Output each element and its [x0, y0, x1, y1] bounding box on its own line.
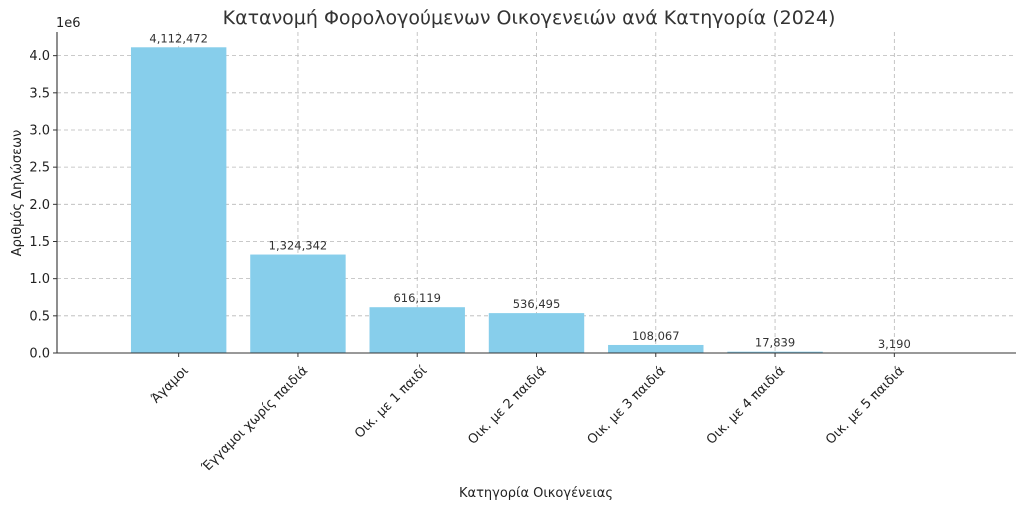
chart-title: Κατανομή Φορολογούμενων Οικογενειών ανά … [223, 7, 836, 29]
y-tick-label: 0.0 [29, 347, 50, 362]
bar [130, 47, 227, 354]
x-tick-label: Οικ. με 5 παιδιά [823, 363, 907, 447]
y-tick-label: 1.0 [29, 272, 50, 287]
bar [488, 313, 585, 353]
bar-value-label: 1,324,342 [269, 239, 328, 253]
x-tick-label: Οικ. με 1 παιδί [352, 363, 431, 442]
bar-value-label: 3,190 [878, 337, 911, 351]
x-axis-label: Κατηγορία Οικογένειας [459, 486, 613, 501]
x-tick-label: Οικ. με 4 παιδιά [704, 363, 788, 447]
bar [608, 344, 704, 353]
y-tick-label: 0.5 [29, 309, 50, 324]
y-tick-label: 3.0 [29, 123, 50, 138]
y-ticks-layer: 0.0 0.5 1.0 1.5 2.0 2.5 3.0 3.5 4.0 [29, 49, 57, 362]
y-tick-label: 2.0 [29, 198, 50, 213]
value-labels-layer: 4,112,472 1,324,342 616,119 536,495 108,067 1… [149, 31, 910, 350]
bar-value-label: 536,495 [513, 297, 561, 311]
y-axis-offset-label: 1e6 [56, 16, 81, 31]
x-tick-label: Άγαμοι [149, 363, 192, 406]
y-tick-label: 3.5 [29, 86, 50, 101]
bar [369, 307, 465, 353]
y-axis-label: Αριθμός Δηλώσεων [10, 130, 25, 257]
x-tick-label: Οικ. με 2 παιδιά [465, 363, 549, 447]
bars-layer [130, 47, 943, 354]
x-tick-label: Έγγαμοι χωρίς παιδιά [199, 363, 311, 475]
y-tick-label: 1.5 [29, 235, 50, 250]
bar [250, 254, 346, 353]
bar-value-label: 616,119 [393, 291, 441, 305]
y-tick-label: 4.0 [29, 49, 50, 64]
bar-value-label: 4,112,472 [149, 31, 208, 45]
bar-value-label: 17,839 [755, 336, 795, 350]
bar [727, 351, 823, 353]
x-ticks-layer: Άγαμοι Έγγαμοι χωρίς παιδιά Οικ. με 1 παιδ… [149, 353, 907, 476]
y-tick-label: 2.5 [29, 161, 50, 176]
x-tick-label: Οικ. με 3 παιδιά [585, 363, 669, 447]
bar-value-label: 108,067 [632, 329, 680, 343]
